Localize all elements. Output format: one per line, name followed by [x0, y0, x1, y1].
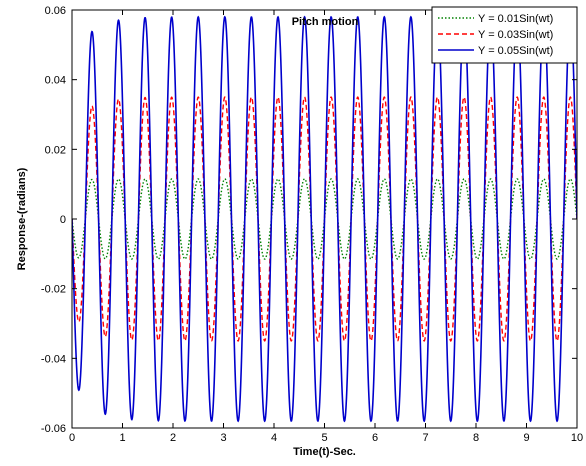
x-tick-label: 4	[271, 432, 277, 444]
y-tick-label: -0.04	[41, 353, 66, 365]
y-tick-label: 0.04	[45, 75, 66, 87]
legend-box	[431, 6, 578, 64]
x-tick-label: 3	[220, 432, 226, 444]
y-tick-label: -0.06	[41, 423, 66, 435]
y-tick-label: 0.06	[45, 5, 66, 17]
x-tick-label: 5	[321, 432, 327, 444]
y-axis-ticks: -0.06 -0.04 -0.02 0 0.02 0.04 0.06	[41, 5, 577, 435]
y-tick-label: 0	[60, 214, 66, 226]
x-tick-label: 8	[473, 432, 479, 444]
series-line	[72, 178, 577, 260]
x-tick-label: 6	[372, 432, 378, 444]
x-tick-label: 10	[571, 432, 583, 444]
x-tick-label: 0	[69, 432, 75, 444]
x-axis-title: Time(t)-Sec.	[293, 446, 356, 458]
y-axis-title: Response-(radians)	[16, 167, 28, 270]
x-tick-label: 1	[119, 432, 125, 444]
chart-title: Pitch motion	[292, 16, 359, 28]
x-tick-label: 2	[170, 432, 176, 444]
x-tick-label: 9	[523, 432, 529, 444]
legend-entry-label: Y = 0.01Sin(wt)	[478, 13, 553, 25]
legend-entry-label: Y = 0.03Sin(wt)	[478, 29, 553, 41]
legend-entry-label: Y = 0.05Sin(wt)	[478, 45, 553, 57]
y-tick-label: -0.02	[41, 284, 66, 296]
x-axis-ticks: 0 1 2 3 4 5 6 7 8 9 10	[69, 10, 583, 444]
legend: Y = 0.01Sin(wt) Y = 0.03Sin(wt) Y = 0.05Si…	[431, 6, 578, 64]
x-tick-label: 7	[422, 432, 428, 444]
y-tick-label: 0.02	[45, 144, 66, 156]
series-line	[72, 96, 577, 342]
